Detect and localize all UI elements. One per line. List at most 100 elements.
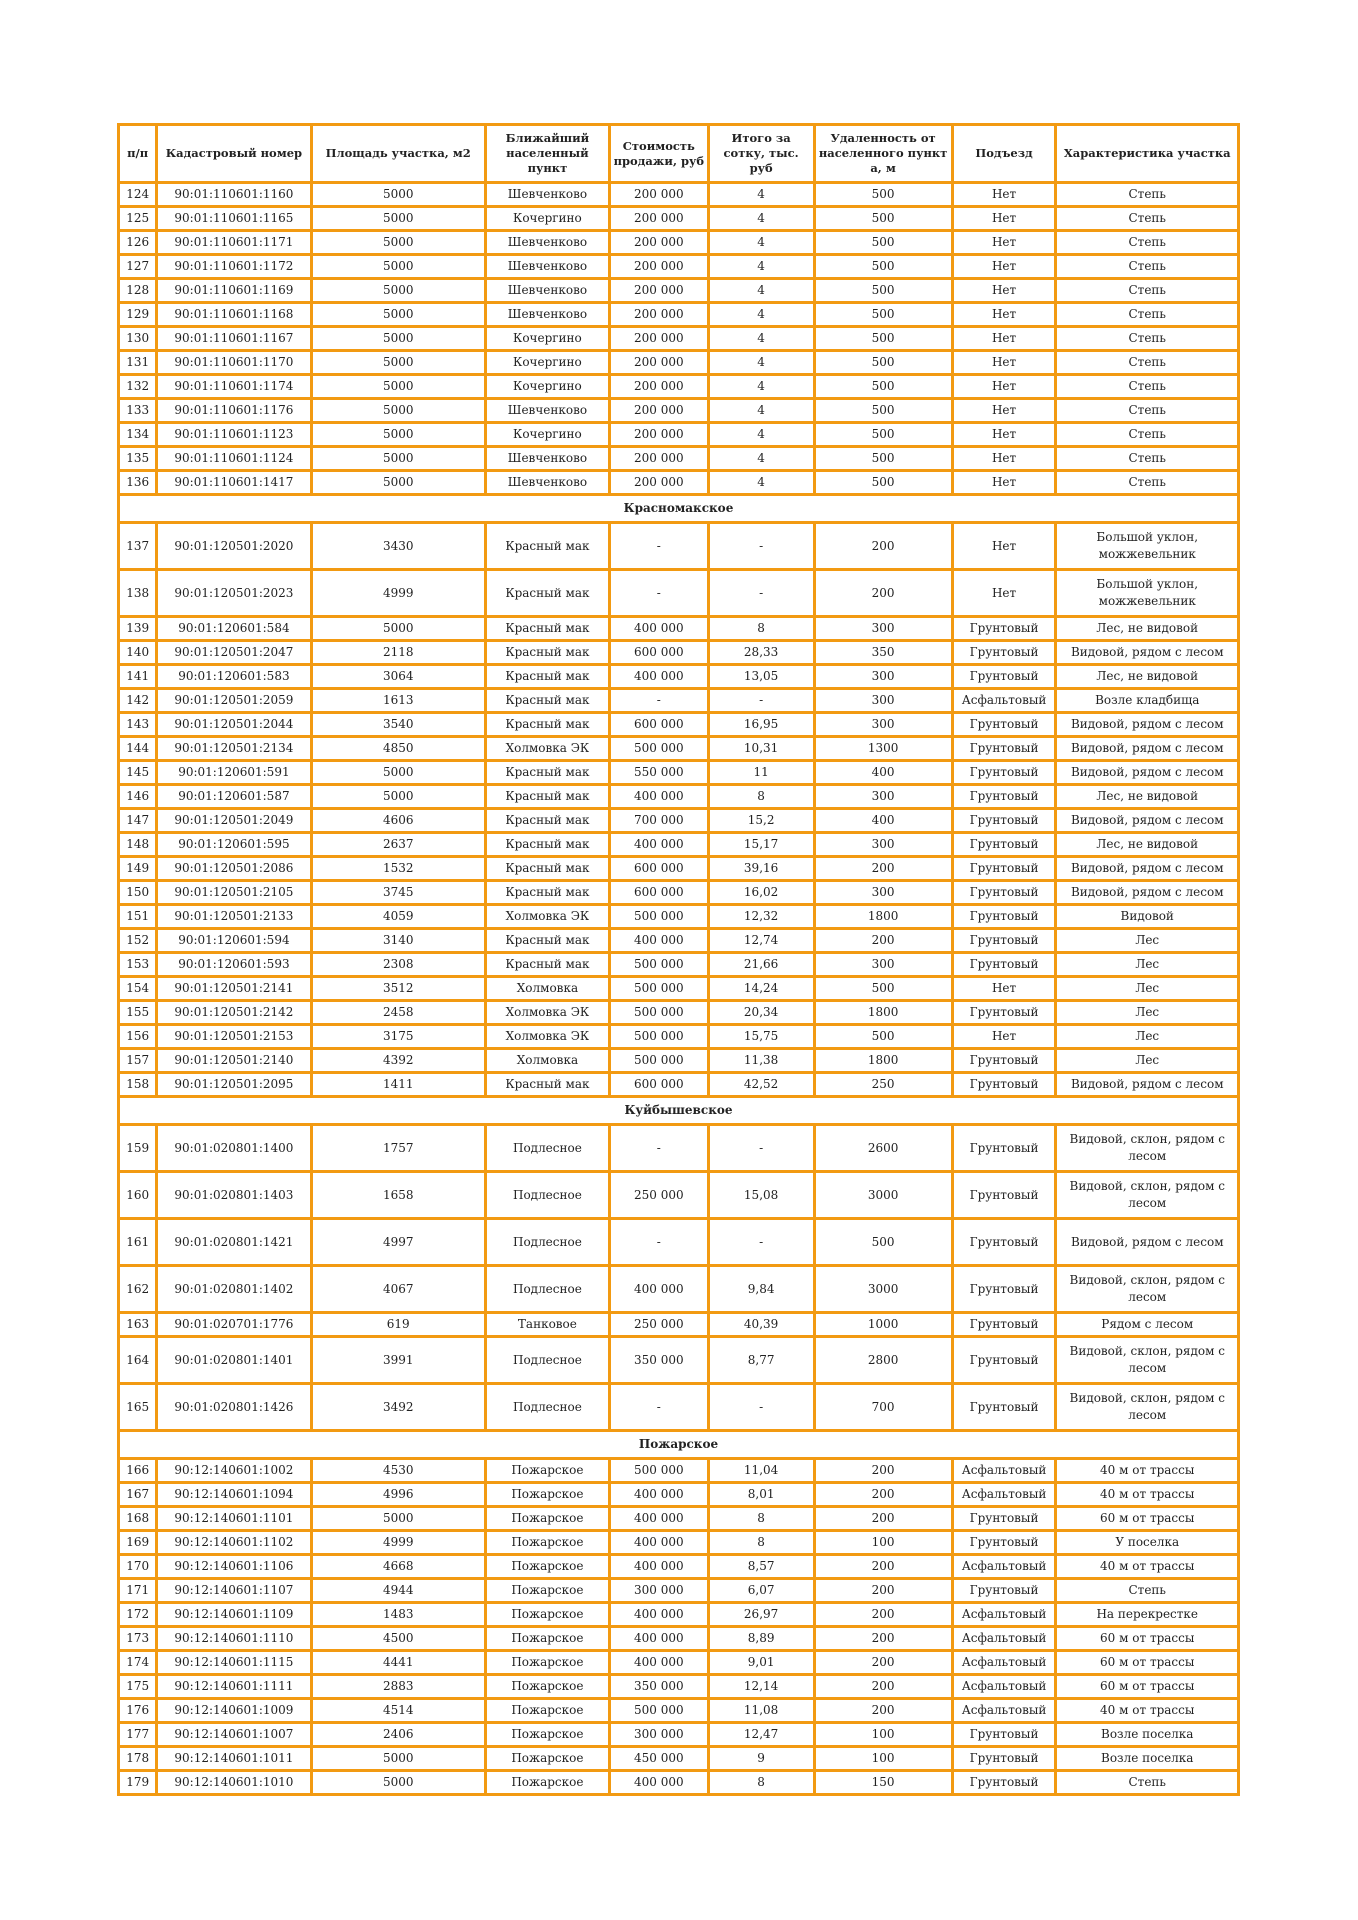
cell-row-number: 175	[120, 1676, 156, 1697]
cell-nearest-settlement: Холмовка ЭК	[486, 1026, 608, 1047]
section-header-row: Красномакское	[120, 496, 1237, 521]
cell-row-number: 177	[120, 1724, 156, 1745]
cell-area: 5000	[312, 328, 484, 349]
cell-distance: 500	[815, 184, 951, 205]
cell-row-number: 143	[120, 714, 156, 735]
cell-price-per-sotka: 4	[709, 184, 813, 205]
cell-distance: 350	[815, 642, 951, 663]
cell-sale-price: 200 000	[610, 424, 707, 445]
column-header-sale-price: Стоимость продажи, руб	[610, 126, 707, 181]
cell-sale-price: 550 000	[610, 762, 707, 783]
cell-nearest-settlement: Красный мак	[486, 666, 608, 687]
cell-area: 5000	[312, 352, 484, 373]
cell-price-per-sotka: 4	[709, 472, 813, 493]
cell-nearest-settlement: Пожарское	[486, 1460, 608, 1481]
table-row: 171 90:12:140601:1107 4944 Пожарское 300 000…	[120, 1580, 1237, 1601]
cell-price-per-sotka: 10,31	[709, 738, 813, 759]
cell-distance: 500	[815, 280, 951, 301]
cell-access-road: Нет	[953, 571, 1055, 615]
table-row: 152 90:01:120601:594 3140 Красный мак 400 00…	[120, 930, 1237, 951]
cell-access-road: Нет	[953, 978, 1055, 999]
cell-sale-price: 500 000	[610, 954, 707, 975]
cell-nearest-settlement: Красный мак	[486, 858, 608, 879]
cell-nearest-settlement: Холмовка ЭК	[486, 906, 608, 927]
table-row: 134 90:01:110601:1123 5000 Кочергино 200 000…	[120, 424, 1237, 445]
cell-price-per-sotka: -	[709, 690, 813, 711]
cell-area: 1483	[312, 1604, 484, 1625]
cell-distance: 500	[815, 424, 951, 445]
cell-access-road: Грунтовый	[953, 1220, 1055, 1264]
cell-price-per-sotka: 4	[709, 376, 813, 397]
cell-distance: 500	[815, 256, 951, 277]
cell-row-number: 127	[120, 256, 156, 277]
cell-row-number: 161	[120, 1220, 156, 1264]
cell-plot-characteristics: 60 м от трассы	[1057, 1508, 1237, 1529]
cell-nearest-settlement: Пожарское	[486, 1748, 608, 1769]
cell-nearest-settlement: Шевченково	[486, 184, 608, 205]
cell-plot-characteristics: Степь	[1057, 232, 1237, 253]
cell-access-road: Грунтовый	[953, 1267, 1055, 1311]
cell-nearest-settlement: Подлесное	[486, 1220, 608, 1264]
cell-plot-characteristics: Видовой, рядом с лесом	[1057, 1220, 1237, 1264]
cell-distance: 200	[815, 930, 951, 951]
cell-cadastral-number: 90:12:140601:1109	[158, 1604, 310, 1625]
table-row: 135 90:01:110601:1124 5000 Шевченково 200 00…	[120, 448, 1237, 469]
cell-row-number: 142	[120, 690, 156, 711]
cell-plot-characteristics: Видовой, склон, рядом с лесом	[1057, 1126, 1237, 1170]
cell-nearest-settlement: Кочергино	[486, 328, 608, 349]
cell-row-number: 129	[120, 304, 156, 325]
cell-nearest-settlement: Красный мак	[486, 571, 608, 615]
cell-area: 3991	[312, 1338, 484, 1382]
table-row: 170 90:12:140601:1106 4668 Пожарское 400 000…	[120, 1556, 1237, 1577]
cell-cadastral-number: 90:01:120601:595	[158, 834, 310, 855]
cell-sale-price: 200 000	[610, 280, 707, 301]
cell-sale-price: 200 000	[610, 376, 707, 397]
cell-plot-characteristics: Степь	[1057, 376, 1237, 397]
table-row: 176 90:12:140601:1009 4514 Пожарское 500 000…	[120, 1700, 1237, 1721]
cell-distance: 200	[815, 1676, 951, 1697]
cell-distance: 100	[815, 1532, 951, 1553]
cell-price-per-sotka: 4	[709, 328, 813, 349]
cell-area: 3745	[312, 882, 484, 903]
cell-cadastral-number: 90:01:110601:1168	[158, 304, 310, 325]
cell-sale-price: 400 000	[610, 930, 707, 951]
cell-distance: 300	[815, 714, 951, 735]
cell-distance: 1800	[815, 1002, 951, 1023]
cell-distance: 200	[815, 1484, 951, 1505]
cell-access-road: Нет	[953, 184, 1055, 205]
cell-access-road: Асфальтовый	[953, 1556, 1055, 1577]
cell-plot-characteristics: Видовой, рядом с лесом	[1057, 882, 1237, 903]
cell-area: 5000	[312, 472, 484, 493]
cell-area: 5000	[312, 424, 484, 445]
cell-sale-price: 600 000	[610, 642, 707, 663]
cell-cadastral-number: 90:01:110601:1123	[158, 424, 310, 445]
cell-row-number: 146	[120, 786, 156, 807]
cell-area: 4668	[312, 1556, 484, 1577]
cell-area: 3064	[312, 666, 484, 687]
cell-area: 5000	[312, 232, 484, 253]
cell-price-per-sotka: 8,57	[709, 1556, 813, 1577]
cell-price-per-sotka: -	[709, 524, 813, 568]
cell-area: 5000	[312, 304, 484, 325]
cell-price-per-sotka: 8	[709, 1508, 813, 1529]
cell-row-number: 125	[120, 208, 156, 229]
cell-nearest-settlement: Красный мак	[486, 834, 608, 855]
cell-row-number: 164	[120, 1338, 156, 1382]
cell-access-road: Нет	[953, 232, 1055, 253]
table-row: 162 90:01:020801:1402 4067 Подлесное 400 000…	[120, 1267, 1237, 1311]
cell-price-per-sotka: 26,97	[709, 1604, 813, 1625]
cell-plot-characteristics: Степь	[1057, 424, 1237, 445]
cell-cadastral-number: 90:12:140601:1115	[158, 1652, 310, 1673]
cell-row-number: 132	[120, 376, 156, 397]
cell-sale-price: 350 000	[610, 1338, 707, 1382]
cell-nearest-settlement: Холмовка	[486, 1050, 608, 1071]
cell-cadastral-number: 90:01:120501:2059	[158, 690, 310, 711]
cell-area: 4067	[312, 1267, 484, 1311]
cell-cadastral-number: 90:01:120601:583	[158, 666, 310, 687]
cell-cadastral-number: 90:01:110601:1124	[158, 448, 310, 469]
cell-nearest-settlement: Красный мак	[486, 642, 608, 663]
cell-access-road: Нет	[953, 328, 1055, 349]
table-row: 161 90:01:020801:1421 4997 Подлесное - -500 Гр…	[120, 1220, 1237, 1264]
cell-row-number: 173	[120, 1628, 156, 1649]
cell-cadastral-number: 90:01:110601:1176	[158, 400, 310, 421]
